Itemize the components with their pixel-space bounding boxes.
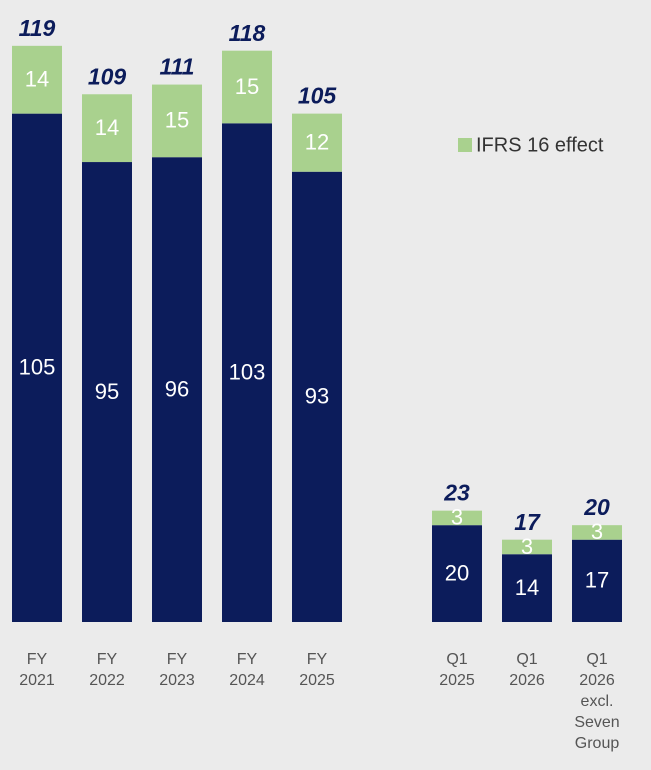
x-tick-label: Q1 [516, 651, 537, 668]
bar-segment [152, 157, 202, 622]
x-tick-label: excl. [581, 693, 614, 710]
bar-segment [12, 45, 62, 114]
x-tick-label: Q1 [446, 651, 467, 668]
segment-label: 3 [451, 505, 463, 530]
bar-segment [82, 94, 132, 163]
legend-label: IFRS 16 effect [476, 134, 604, 156]
x-tick-label: 2025 [439, 672, 475, 689]
x-tick-label: FY [237, 651, 258, 668]
total-label: 17 [514, 509, 541, 535]
total-label: 23 [443, 480, 470, 506]
x-tick-label: 2023 [159, 672, 195, 689]
x-tick-label: 2021 [19, 672, 55, 689]
segment-label: 95 [95, 379, 119, 404]
x-tick-label: Q1 [586, 651, 607, 668]
x-tick-label: FY [27, 651, 48, 668]
bar-segment [292, 171, 342, 622]
x-tick-label: 2024 [229, 672, 265, 689]
bar-segment [82, 162, 132, 622]
segment-label: 14 [515, 575, 539, 600]
segment-label: 14 [25, 67, 49, 92]
segment-label: 93 [305, 384, 329, 409]
segment-label: 14 [95, 115, 119, 140]
segment-label: 3 [521, 534, 533, 559]
total-label: 119 [19, 15, 56, 41]
bar-segment [572, 539, 622, 622]
bar-segment [222, 123, 272, 622]
bar-segment [152, 84, 202, 158]
segment-label: 15 [165, 108, 189, 133]
total-label: 109 [88, 63, 127, 89]
x-tick-label: FY [97, 651, 118, 668]
total-label: 118 [229, 20, 266, 46]
bar-segment [222, 50, 272, 124]
segment-label: 12 [305, 129, 329, 154]
bar-segment [12, 113, 62, 622]
x-tick-label: 2025 [299, 672, 335, 689]
segment-label: 3 [591, 519, 603, 544]
x-tick-label: FY [307, 651, 328, 668]
segment-label: 96 [165, 376, 189, 401]
bar-segment [432, 510, 482, 526]
bar-segment [432, 525, 482, 622]
x-tick-label: FY [167, 651, 188, 668]
total-label: 20 [583, 494, 610, 520]
bar-segment [292, 113, 342, 172]
segment-label: 15 [235, 74, 259, 99]
legend-swatch [458, 138, 472, 152]
total-label: 111 [160, 54, 195, 80]
x-tick-label: 2022 [89, 672, 125, 689]
x-tick-label: 2026 [509, 672, 545, 689]
segment-label: 20 [445, 560, 469, 585]
bar-segment [572, 525, 622, 540]
total-label: 105 [298, 83, 338, 109]
segment-label: 103 [229, 359, 266, 384]
x-tick-label: Seven [574, 714, 619, 731]
x-tick-label: 2026 [579, 672, 615, 689]
bar-segment [502, 539, 552, 555]
bar-segment [502, 554, 552, 622]
x-tick-label: Group [575, 735, 620, 752]
segment-label: 17 [585, 568, 609, 593]
segment-label: 105 [19, 355, 56, 380]
